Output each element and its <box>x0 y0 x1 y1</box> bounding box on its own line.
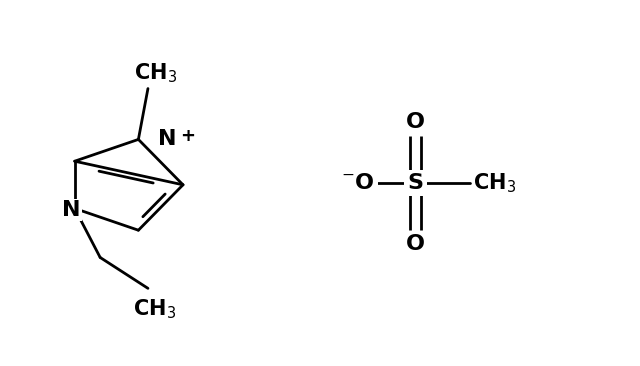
Text: CH$_3$: CH$_3$ <box>133 298 176 321</box>
Text: CH$_3$: CH$_3$ <box>473 171 516 195</box>
Text: S: S <box>408 173 424 193</box>
Text: +: + <box>180 127 195 145</box>
Text: O: O <box>406 234 425 254</box>
Text: N: N <box>62 200 81 220</box>
Text: N: N <box>157 129 176 149</box>
Text: $^{-}$O: $^{-}$O <box>341 173 375 193</box>
Text: O: O <box>406 112 425 132</box>
Text: CH$_3$: CH$_3$ <box>134 61 177 85</box>
